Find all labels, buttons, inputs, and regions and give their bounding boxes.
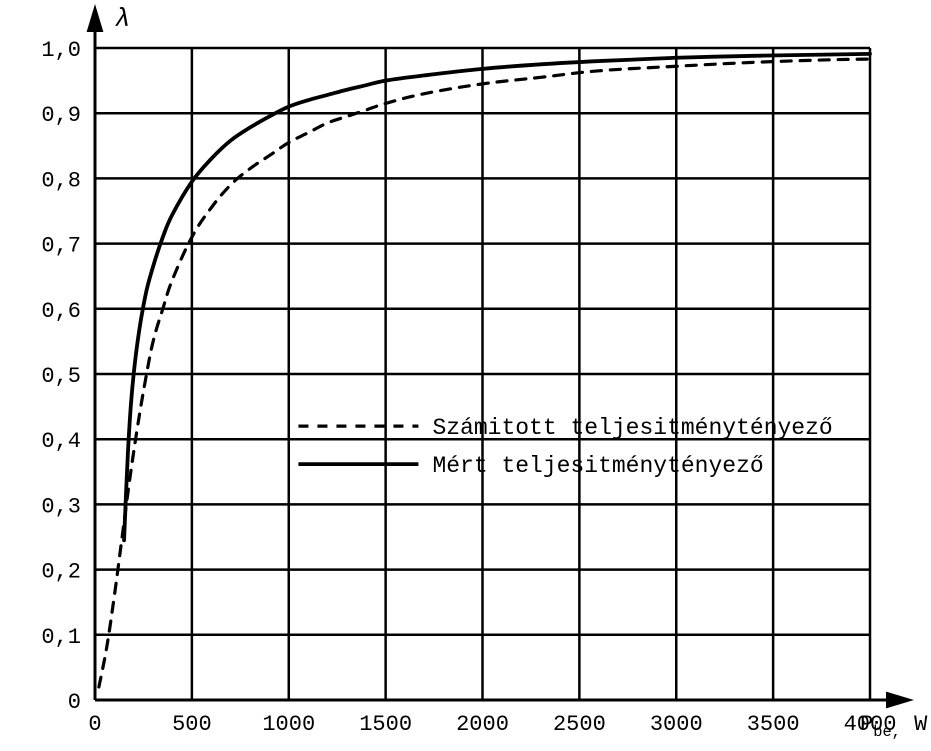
x-tick-label: 1000 (262, 712, 315, 737)
x-tick-label: 2000 (456, 712, 509, 737)
y-tick-label: 0,6 (41, 299, 81, 324)
legend-label-measured: Mért teljesitménytényező (432, 453, 763, 479)
x-tick-label: 3000 (650, 712, 703, 737)
y-tick-label: 0,4 (41, 429, 81, 454)
y-tick-label: 0,2 (41, 560, 81, 585)
y-tick-label: 0,8 (41, 168, 81, 193)
legend-label-calculated: Számitott teljesitménytényező (432, 415, 832, 441)
x-tick-label: 500 (172, 712, 212, 737)
y-tick-label: 0,5 (41, 364, 81, 389)
y-tick-label: 0,9 (41, 103, 81, 128)
y-tick-label: 0,1 (41, 625, 81, 650)
x-tick-label: 2500 (553, 712, 606, 737)
y-tick-label: 0,3 (41, 494, 81, 519)
power-factor-chart: 0500100015002000250030003500400000,10,20… (0, 0, 931, 751)
x-tick-label: 1500 (359, 712, 412, 737)
y-tick-label: 0 (68, 690, 81, 715)
y-tick-label: 0,7 (41, 234, 81, 259)
y-axis-label: λ (115, 4, 131, 34)
x-tick-label: 0 (88, 712, 101, 737)
x-tick-label: 3500 (747, 712, 800, 737)
y-tick-label: 1,0 (41, 38, 81, 63)
